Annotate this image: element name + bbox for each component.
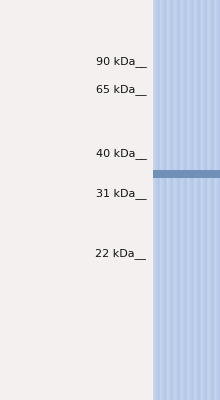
Text: 31 kDa__: 31 kDa__ (96, 188, 146, 200)
Text: 65 kDa__: 65 kDa__ (96, 84, 146, 96)
Text: 40 kDa__: 40 kDa__ (95, 148, 146, 160)
Bar (153, 170, 220, 178)
Text: 90 kDa__: 90 kDa__ (95, 56, 146, 68)
Text: 22 kDa__: 22 kDa__ (95, 248, 146, 260)
